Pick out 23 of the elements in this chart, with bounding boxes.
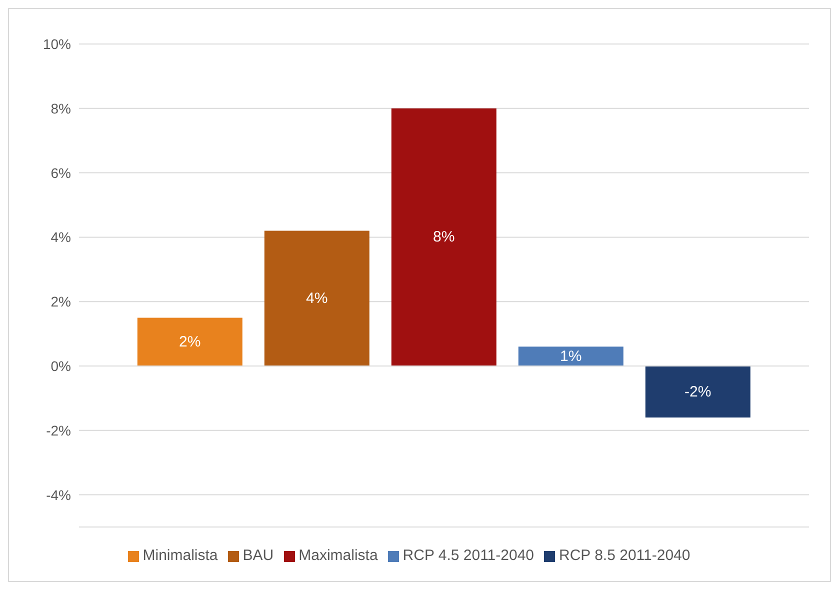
legend-label: RCP 4.5 2011-2040 xyxy=(402,547,534,564)
legend-label: Minimalista xyxy=(142,547,218,564)
data-label: 8% xyxy=(433,228,455,246)
y-tick-label: 6% xyxy=(50,164,71,181)
legend-label: Maximalista xyxy=(298,547,378,564)
y-tick-label: 0% xyxy=(50,358,71,374)
y-tick-label: 10% xyxy=(42,36,71,52)
bar xyxy=(391,108,496,366)
y-tick-label: 2% xyxy=(50,294,71,310)
y-tick-label: 8% xyxy=(50,100,71,116)
data-label: 4% xyxy=(306,290,328,307)
data-label: -2% xyxy=(684,383,712,400)
bar xyxy=(518,346,624,366)
y-tick-label: -2% xyxy=(46,422,71,438)
legend-label: RCP 8.5 2011-2040 xyxy=(559,547,690,564)
y-tick-label: 4% xyxy=(50,229,71,246)
bar xyxy=(137,318,242,366)
legend-label: BAU xyxy=(242,547,274,564)
y-tick-label: -4% xyxy=(46,486,71,503)
data-label: 2% xyxy=(179,333,201,350)
bar xyxy=(645,366,750,418)
bar xyxy=(264,230,370,366)
data-label: 1% xyxy=(560,348,582,365)
